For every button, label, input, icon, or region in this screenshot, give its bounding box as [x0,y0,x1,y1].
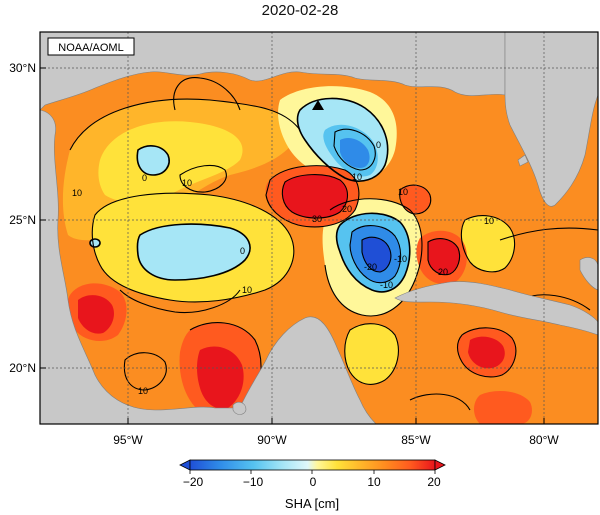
lat-label-25n: 25°N [9,213,36,227]
colorbar: −20 −10 0 10 20 SHA [cm] [179,459,446,511]
sha-low [137,145,170,175]
bahamas-land [579,257,598,291]
land-masses [40,32,598,424]
contour-label: -20 [364,262,377,272]
contour-label: 10 [242,285,252,295]
contour-label: 10 [182,178,192,188]
contour-label: 10 [72,188,82,198]
sha-low [340,138,370,168]
us-gulf-coast [40,32,506,111]
colorbar-tick-label: −20 [183,475,204,489]
colorbar-min-arrow [179,459,191,471]
contour-label: 0 [376,140,381,150]
sha-high [428,238,460,275]
lon-label-90w: 90°W [257,433,287,447]
map-title: 2020-02-28 [261,2,339,19]
contour-label: -10 [394,254,407,264]
sha-zone [461,215,515,272]
contour-label: 20 [342,204,352,214]
colorbar-bar [189,459,436,471]
colorbar-tick-label: −10 [243,475,264,489]
lon-label-80w: 80°W [529,433,559,447]
sha-low [137,224,250,280]
mexico-coast [40,109,377,424]
lon-label-85w: 85°W [401,433,431,447]
lat-labels: 30°N 25°N 20°N [9,61,36,375]
sha-zone [344,323,399,385]
triangle-marker-icon [312,100,324,110]
axis-ticks [40,67,545,424]
contour-label: 30 [312,214,322,224]
colorbar-tick-label: 10 [367,475,381,489]
contour-label: 20 [438,267,448,277]
sha-low [362,237,391,272]
contour-label: 10 [484,216,494,226]
contour-label: 10 [138,386,148,396]
lon-label-95w: 95°W [113,433,143,447]
colorbar-tick-label: 20 [427,475,441,489]
lat-label-20n: 20°N [9,361,36,375]
lat-label-30n: 30°N [9,61,36,75]
sha-high [468,336,505,369]
map-panel: 0 10 10 0 30 20 10 -10 -20 -10 20 10 0 1… [40,32,598,424]
colorbar-title: SHA [cm] [285,496,339,511]
sha-high [282,174,348,218]
sha-high [78,295,114,334]
colorbar-tick-label: 0 [310,475,317,489]
island-land [232,401,247,415]
sha-high [399,185,431,214]
contour-label: 10 [398,187,408,197]
sha-high [197,346,244,409]
sha-high [474,390,532,424]
map-frame [39,31,599,425]
credit-label: NOAA/AOML [58,42,123,54]
lon-labels: 95°W 90°W 85°W 80°W [113,433,559,447]
cuba-island [394,281,598,336]
contour-label: 10 [352,172,362,182]
credit-box [47,37,135,56]
colorbar-max-arrow [434,459,446,471]
contour-label: -10 [380,280,393,290]
contour-label-group: 0 10 10 0 30 20 10 -10 -20 -10 20 10 0 1… [72,140,494,396]
sha-zone [98,121,243,203]
island-land [517,154,529,167]
contour-label: 0 [142,173,147,183]
contour-label: 0 [240,246,245,256]
graticule [40,32,598,424]
florida-peninsula [504,32,598,207]
